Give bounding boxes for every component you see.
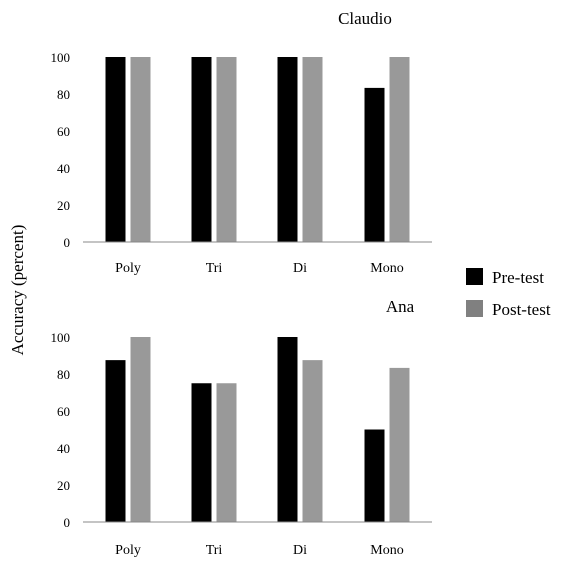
bar-pre-test-poly xyxy=(105,360,126,522)
legend-label-pre-test: Pre-test xyxy=(492,268,544,287)
x-tick-label: Poly xyxy=(115,543,141,558)
x-tick-label: Poly xyxy=(115,261,141,276)
legend-label-post-test: Post-test xyxy=(492,300,551,319)
panel-title: Ana xyxy=(386,297,415,316)
y-tick-label: 80 xyxy=(57,367,70,382)
y-tick-label: 40 xyxy=(57,441,70,456)
y-tick-label: 100 xyxy=(51,330,71,345)
bar-post-test-di xyxy=(302,57,323,242)
y-tick-label: 20 xyxy=(57,478,70,493)
x-tick-label: Tri xyxy=(206,543,223,558)
x-tick-label: Mono xyxy=(370,543,403,558)
bar-pre-test-tri xyxy=(191,57,212,242)
bar-post-test-di xyxy=(302,360,323,522)
x-tick-label: Di xyxy=(293,543,307,558)
bar-pre-test-tri xyxy=(191,383,212,522)
x-tick-label: Mono xyxy=(370,261,403,276)
bar-post-test-mono xyxy=(389,367,410,522)
bar-pre-test-di xyxy=(277,337,298,522)
bar-post-test-poly xyxy=(130,57,151,242)
y-tick-label: 0 xyxy=(64,235,71,250)
panel-title: Claudio xyxy=(338,9,392,28)
bar-pre-test-mono xyxy=(364,429,385,522)
y-tick-label: 60 xyxy=(57,124,70,139)
y-tick-label: 20 xyxy=(57,198,70,213)
y-tick-label: 60 xyxy=(57,404,70,419)
bar-post-test-mono xyxy=(389,57,410,242)
bar-post-test-poly xyxy=(130,337,151,522)
bar-pre-test-di xyxy=(277,57,298,242)
legend: Pre-test Post-test xyxy=(466,268,551,319)
panel-ana: Ana 0 20 40 60 80 100 Poly Tri Di Mono xyxy=(51,297,432,558)
x-tick-label: Tri xyxy=(206,261,223,276)
y-tick-label: 100 xyxy=(51,50,71,65)
bar-pre-test-poly xyxy=(105,57,126,242)
y-tick-label: 40 xyxy=(57,161,70,176)
bar-post-test-tri xyxy=(216,57,237,242)
bar-pre-test-mono xyxy=(364,87,385,243)
y-axis-label: Accuracy (percent) xyxy=(8,225,27,356)
x-tick-label: Di xyxy=(293,261,307,276)
legend-swatch-pre-test xyxy=(466,268,483,285)
legend-swatch-post-test xyxy=(466,300,483,317)
bar-post-test-tri xyxy=(216,383,237,522)
panel-claudio: Claudio 0 20 40 60 80 100 Poly Tri Di Mono xyxy=(51,9,432,276)
y-tick-label: 80 xyxy=(57,87,70,102)
y-tick-label: 0 xyxy=(64,515,71,530)
